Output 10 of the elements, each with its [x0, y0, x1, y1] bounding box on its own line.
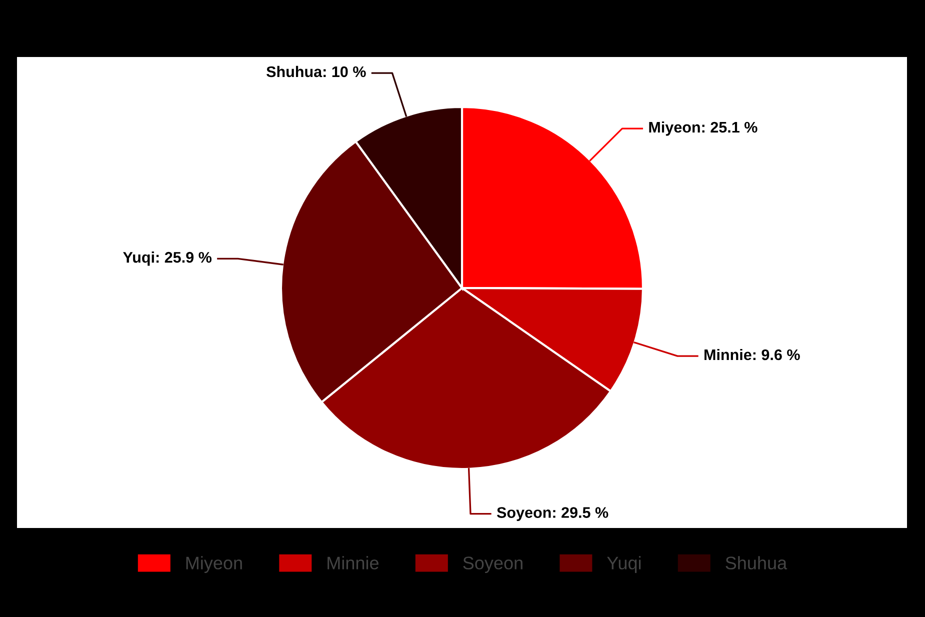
data-label: Soyeon: 29.5 %	[496, 507, 608, 521]
data-label: Yuqi: 25.9 %	[123, 252, 212, 266]
legend-label: Shuhua	[726, 556, 788, 570]
legend-label: Miyeon	[186, 556, 242, 573]
data-label: Miyeon: 25.1 %	[649, 121, 758, 136]
legend-label: Soyeon	[463, 556, 522, 573]
legend-label: Minnie	[328, 556, 378, 570]
legend-label: Yuqi	[607, 556, 641, 573]
data-label: Minnie: 9.6 %	[704, 348, 800, 360]
data-label: Shuhua: 10 %	[266, 66, 366, 78]
